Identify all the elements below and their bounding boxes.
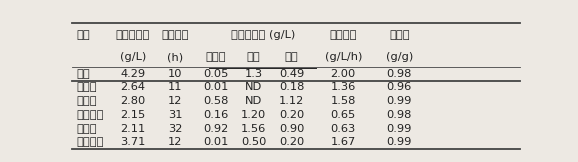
Text: 1.12: 1.12 (279, 96, 305, 106)
Text: 0.05: 0.05 (203, 69, 228, 79)
Text: 1.20: 1.20 (241, 110, 266, 120)
Text: (g/L): (g/L) (120, 52, 146, 62)
Text: 乙醇: 乙醇 (285, 52, 299, 62)
Text: 0.20: 0.20 (279, 137, 305, 147)
Text: 11: 11 (168, 82, 183, 93)
Text: 0.99: 0.99 (387, 137, 412, 147)
Text: 12: 12 (168, 137, 183, 147)
Text: 乳酸产率: 乳酸产率 (329, 30, 357, 40)
Text: 乙酸: 乙酸 (247, 52, 261, 62)
Text: 木糖: 木糖 (77, 69, 91, 79)
Text: 1.3: 1.3 (244, 69, 263, 79)
Text: 阿拉伯糖: 阿拉伯糖 (77, 110, 104, 120)
Text: 2.80: 2.80 (120, 96, 145, 106)
Text: 纤维二糖: 纤维二糖 (77, 137, 104, 147)
Text: 葡萄糖: 葡萄糖 (77, 82, 97, 93)
Text: 0.20: 0.20 (279, 110, 305, 120)
Text: 1.56: 1.56 (241, 124, 266, 134)
Text: 丁二酸: 丁二酸 (205, 52, 226, 62)
Text: 碳源: 碳源 (77, 30, 91, 40)
Text: 31: 31 (168, 110, 183, 120)
Text: 0.92: 0.92 (203, 124, 228, 134)
Text: 发酵副产物 (g/L): 发酵副产物 (g/L) (231, 30, 295, 40)
Text: 2.15: 2.15 (120, 110, 145, 120)
Text: 0.96: 0.96 (387, 82, 412, 93)
Text: (g/g): (g/g) (386, 52, 413, 62)
Text: 0.16: 0.16 (203, 110, 228, 120)
Text: 1.67: 1.67 (331, 137, 356, 147)
Text: 甘蔗糖: 甘蔗糖 (77, 96, 97, 106)
Text: 1.36: 1.36 (331, 82, 356, 93)
Text: 2.00: 2.00 (331, 69, 356, 79)
Text: 0.98: 0.98 (387, 69, 412, 79)
Text: 0.98: 0.98 (387, 110, 412, 120)
Text: 0.99: 0.99 (387, 124, 412, 134)
Text: 12: 12 (168, 96, 183, 106)
Text: (h): (h) (167, 52, 183, 62)
Text: ND: ND (245, 96, 262, 106)
Text: 半乳糖: 半乳糖 (77, 124, 97, 134)
Text: 32: 32 (168, 124, 183, 134)
Text: 3.71: 3.71 (120, 137, 146, 147)
Text: 0.01: 0.01 (203, 82, 228, 93)
Text: 0.90: 0.90 (279, 124, 305, 134)
Text: 10: 10 (168, 69, 183, 79)
Text: 0.49: 0.49 (279, 69, 305, 79)
Text: 4.29: 4.29 (120, 69, 145, 79)
Text: 最大生物量: 最大生物量 (116, 30, 150, 40)
Text: ND: ND (245, 82, 262, 93)
Text: 0.65: 0.65 (331, 110, 356, 120)
Text: 0.50: 0.50 (241, 137, 266, 147)
Text: 转化率: 转化率 (389, 30, 410, 40)
Text: 2.11: 2.11 (120, 124, 145, 134)
Text: 2.64: 2.64 (120, 82, 145, 93)
Text: 0.01: 0.01 (203, 137, 228, 147)
Text: 0.99: 0.99 (387, 96, 412, 106)
Text: 发酵时间: 发酵时间 (161, 30, 189, 40)
Text: (g/L/h): (g/L/h) (325, 52, 362, 62)
Text: 1.58: 1.58 (331, 96, 356, 106)
Text: 0.63: 0.63 (331, 124, 356, 134)
Text: 0.58: 0.58 (203, 96, 228, 106)
Text: 0.18: 0.18 (279, 82, 305, 93)
